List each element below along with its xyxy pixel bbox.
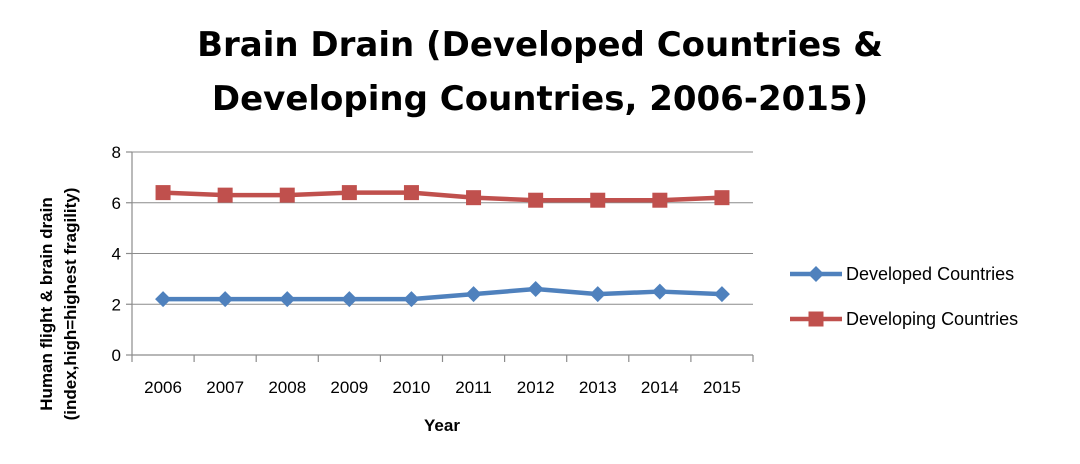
series-line-developing-countries <box>162 190 723 203</box>
x-axis-label: Year <box>424 416 460 435</box>
data-point-developed-countries-2006 <box>155 291 172 308</box>
y-axis-label-line-2: (index,high=highest fragility) <box>61 188 80 421</box>
x-tick-label-2010: 2010 <box>393 378 431 397</box>
data-point-developing-countries-2006 <box>155 185 171 201</box>
x-axis-ticks: 2006 2007 2008 2009 2010 2011 2012 2013 2014 2015 <box>131 355 754 397</box>
y-tick-label: 6 <box>112 194 121 213</box>
x-tick-label-2014: 2014 <box>641 378 679 397</box>
x-tick-label-2012: 2012 <box>517 378 555 397</box>
data-point-developing-countries-2010 <box>403 185 419 201</box>
data-point-developed-countries-2011 <box>465 286 482 303</box>
chart-title: Brain Drain (Developed Countries & Devel… <box>197 25 883 119</box>
y-axis-ticks: 0 2 4 6 8 <box>112 143 132 365</box>
y-axis-label-line-1: Human flight & brain drain <box>37 197 56 410</box>
data-point-developing-countries-2008 <box>279 187 295 203</box>
x-tick-label-2011: 2011 <box>455 378 492 397</box>
y-tick-label: 8 <box>112 143 121 162</box>
y-tick-label: 4 <box>112 245 121 264</box>
series-developing-countries <box>155 185 730 208</box>
x-tick-label-2008: 2008 <box>268 378 306 397</box>
series-line-developed-countries <box>163 286 723 302</box>
data-point-developing-countries-2007 <box>217 187 233 203</box>
series-developed-countries <box>155 281 730 308</box>
legend-item-developing-countries: Developing Countries <box>790 309 1018 329</box>
data-point-developing-countries-2014 <box>652 192 668 208</box>
data-point-developing-countries-2009 <box>341 185 357 201</box>
x-tick-label-2015: 2015 <box>703 378 741 397</box>
data-point-developed-countries-2009 <box>341 291 358 308</box>
y-tick-label: 0 <box>112 346 121 365</box>
x-tick-label-2009: 2009 <box>330 378 368 397</box>
data-point-developing-countries-2011 <box>466 190 482 206</box>
x-tick-label-2006: 2006 <box>144 378 182 397</box>
chart-title-line-2: Developing Countries, 2006-2015) <box>212 79 868 119</box>
x-tick-label-2007: 2007 <box>206 378 244 397</box>
data-point-developed-countries-2015 <box>713 286 730 303</box>
data-series <box>155 185 730 308</box>
legend-label-developing-countries: Developing Countries <box>846 309 1018 329</box>
data-point-developing-countries-2015 <box>714 190 730 206</box>
legend-label-developed-countries: Developed Countries <box>846 264 1014 284</box>
data-point-developed-countries-2013 <box>589 286 606 303</box>
legend-item-developed-countries: Developed Countries <box>790 264 1014 284</box>
data-point-developing-countries-2012 <box>528 192 544 208</box>
data-point-developed-countries-2010 <box>403 291 420 308</box>
legend-marker-developing-countries <box>808 311 824 327</box>
x-tick-label-2013: 2013 <box>579 378 617 397</box>
data-point-developed-countries-2014 <box>651 283 668 300</box>
y-axis-label: Human flight & brain drain (index,high=h… <box>37 188 80 421</box>
gridlines <box>132 151 753 305</box>
data-point-developed-countries-2008 <box>279 291 296 308</box>
data-point-developing-countries-2013 <box>590 192 606 208</box>
data-point-developed-countries-2012 <box>527 281 544 298</box>
legend: Developed Countries Developing Countries <box>790 264 1018 329</box>
data-point-developed-countries-2007 <box>217 291 234 308</box>
chart-title-line-1: Brain Drain (Developed Countries & <box>197 25 883 65</box>
legend-marker-developed-countries <box>808 266 824 282</box>
y-tick-label: 2 <box>112 295 121 314</box>
